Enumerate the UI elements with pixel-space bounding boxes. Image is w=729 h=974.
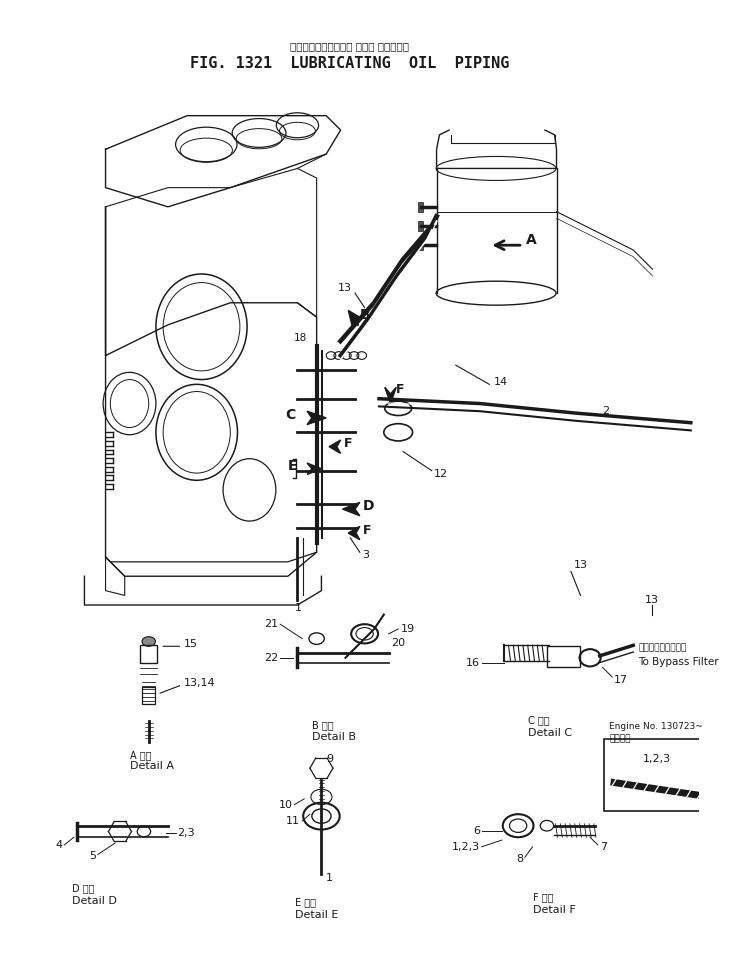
Text: FIG. 1321  LUBRICATING  OIL  PIPING: FIG. 1321 LUBRICATING OIL PIPING: [190, 56, 510, 71]
Text: 12: 12: [434, 468, 448, 478]
Polygon shape: [348, 526, 360, 540]
Text: 1,2,3: 1,2,3: [643, 754, 671, 764]
Text: Detail C: Detail C: [528, 728, 572, 737]
Text: 13: 13: [338, 283, 352, 293]
Text: C: C: [285, 408, 295, 422]
Text: 13: 13: [574, 560, 588, 570]
Text: 4: 4: [55, 840, 63, 850]
Polygon shape: [329, 440, 340, 454]
Text: 1: 1: [295, 603, 302, 613]
Text: 1: 1: [327, 874, 333, 883]
Text: A 詳細: A 詳細: [130, 750, 151, 760]
Text: 22: 22: [264, 653, 278, 662]
Text: 18: 18: [294, 333, 307, 343]
Text: ルーブリケーティング オイル パイピング: ルーブリケーティング オイル パイピング: [290, 41, 409, 51]
Text: E: E: [288, 459, 297, 473]
Polygon shape: [348, 311, 364, 329]
Text: Detail E: Detail E: [295, 910, 338, 919]
Text: F: F: [363, 524, 371, 537]
Text: 16: 16: [466, 657, 480, 667]
Text: Detail F: Detail F: [532, 905, 575, 916]
Text: 10: 10: [278, 800, 292, 809]
Text: 11: 11: [286, 816, 300, 826]
Text: 21: 21: [264, 619, 278, 629]
Bar: [418, 202, 423, 211]
Text: 2,3: 2,3: [177, 828, 195, 839]
Text: 6: 6: [472, 826, 480, 836]
Polygon shape: [343, 503, 360, 516]
Text: Detail A: Detail A: [130, 762, 174, 771]
Text: 9: 9: [327, 754, 333, 764]
Text: 2: 2: [603, 406, 609, 416]
Text: F: F: [343, 437, 352, 450]
Bar: [604, 739, 720, 811]
Text: E 詳細: E 詳細: [295, 897, 316, 908]
Text: Detail B: Detail B: [312, 732, 356, 742]
Bar: [418, 241, 423, 250]
Text: 適用号機: 適用号機: [609, 734, 631, 743]
Text: バイパスフィルタへ: バイパスフィルタへ: [638, 644, 687, 653]
Text: To Bypass Filter: To Bypass Filter: [638, 656, 719, 666]
Text: 17: 17: [614, 675, 628, 685]
Text: 7: 7: [600, 842, 607, 852]
Text: 1,2,3: 1,2,3: [452, 842, 480, 852]
Text: 3: 3: [362, 550, 369, 560]
Text: D 詳細: D 詳細: [72, 883, 95, 893]
Polygon shape: [307, 411, 327, 425]
Bar: [142, 687, 155, 704]
Text: B: B: [360, 308, 370, 322]
Bar: [547, 647, 580, 667]
Text: A: A: [526, 234, 537, 247]
Text: 8: 8: [516, 854, 523, 864]
Text: 13,14: 13,14: [184, 678, 216, 688]
Text: B 詳細: B 詳細: [312, 720, 333, 730]
Text: F: F: [397, 383, 405, 395]
Text: 5: 5: [89, 851, 96, 861]
Ellipse shape: [142, 637, 155, 647]
Text: D: D: [363, 500, 374, 513]
Text: F 詳細: F 詳細: [532, 892, 553, 903]
Bar: [140, 646, 157, 662]
Text: 15: 15: [184, 639, 198, 650]
Polygon shape: [307, 463, 321, 474]
Text: 20: 20: [391, 638, 405, 649]
Text: C 詳細: C 詳細: [528, 715, 550, 726]
Polygon shape: [385, 388, 397, 403]
Text: Engine No. 130723~: Engine No. 130723~: [609, 722, 703, 731]
Text: Detail D: Detail D: [72, 895, 117, 906]
Text: 13: 13: [644, 595, 659, 605]
Bar: [418, 221, 423, 231]
Text: 14: 14: [494, 377, 508, 388]
Text: 19: 19: [401, 624, 416, 634]
